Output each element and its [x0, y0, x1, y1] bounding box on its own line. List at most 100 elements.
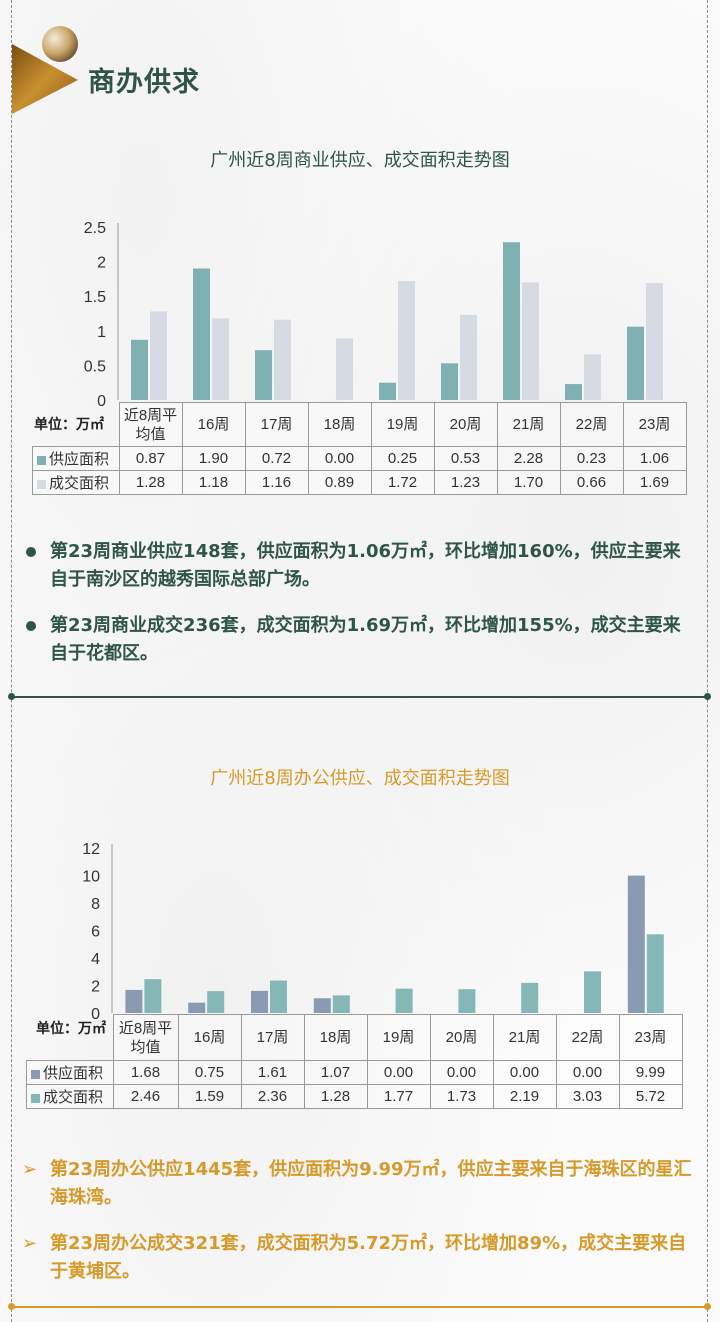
bar-deal — [398, 280, 415, 400]
bar-deal — [144, 979, 162, 1013]
value-cell: 2.28 — [496, 446, 561, 471]
bar-deal — [522, 282, 539, 400]
legend-label: 成交面积 — [43, 1089, 104, 1106]
category-header-cell: 19周 — [370, 402, 435, 447]
y-tick-label: 2 — [91, 979, 100, 996]
y-tick-label: 2 — [97, 255, 106, 272]
category-header-cell: 19周 — [366, 1014, 431, 1061]
y-tick-label: 2.5 — [84, 220, 106, 237]
bar-supply — [565, 384, 582, 400]
bar-supply — [379, 382, 396, 400]
bar-supply — [627, 326, 644, 400]
value-cell: 0.00 — [555, 1060, 620, 1085]
y-tick-label: 1.5 — [84, 289, 106, 306]
value-cell: 1.70 — [496, 470, 561, 495]
office-bullet-list: ➢ 第23周办公供应1445套，供应面积为9.99万㎡，供应主要来自于海珠区的星… — [22, 1156, 692, 1304]
legend-label: 供应面积 — [43, 1065, 104, 1082]
value-cell: 1.07 — [303, 1060, 368, 1085]
office-chart-title: 广州近8周办公供应、成交面积走势图 — [210, 768, 510, 789]
office-unit-label: 单位：万㎡ — [36, 1018, 106, 1038]
table-row: 供应面积 1.68 0.75 1.61 1.07 0.00 0.00 0.00 0.00 9.99 — [26, 1060, 683, 1085]
bar-deal — [458, 989, 476, 1013]
value-cell: 1.18 — [181, 470, 246, 495]
header-ornament — [12, 26, 78, 114]
bar-deal — [150, 311, 167, 400]
bullet-dot-icon — [26, 621, 36, 631]
category-header-cell: 23周 — [618, 1014, 683, 1061]
category-header-cell: 21周 — [496, 402, 561, 447]
arrow-right-icon: ➢ — [22, 1159, 38, 1180]
office-bullet-text: 第23周办公供应1445套，供应面积为9.99万㎡，供应主要来自于海珠区的星汇海… — [50, 1159, 692, 1208]
bar-deal — [274, 319, 291, 400]
bar-supply — [313, 998, 331, 1013]
y-tick-label: 10 — [82, 869, 100, 886]
category-header-cell: 20周 — [429, 1014, 494, 1061]
commercial-bullet-item: 第23周商业供应148套，供应面积为1.06万㎡，环比增加160%，供应主要来自… — [22, 538, 692, 594]
y-tick-label: 8 — [91, 896, 100, 913]
table-row: 成交面积 1.28 1.18 1.16 0.89 1.72 1.23 1.70 0.66 1.69 — [32, 470, 687, 495]
series-name-cell: 成交面积 — [32, 470, 120, 495]
value-cell: 1.06 — [622, 446, 687, 471]
commercial-bullet-text: 第23周商业供应148套，供应面积为1.06万㎡，环比增加160%，供应主要来自… — [50, 541, 681, 590]
right-dashed-border — [707, 0, 709, 1322]
value-cell: 1.16 — [244, 470, 309, 495]
value-cell: 2.19 — [492, 1084, 557, 1109]
bar-deal — [521, 982, 539, 1013]
value-cell: 1.28 — [118, 470, 183, 495]
office-bullet-text: 第23周办公成交321套，成交面积为5.72万㎡，环比增加89%，成交主要来自于… — [50, 1233, 687, 1282]
value-cell: 0.00 — [307, 446, 372, 471]
bar-supply — [627, 875, 645, 1013]
legend-label: 供应面积 — [49, 451, 110, 468]
section-divider-green — [8, 693, 711, 700]
bar-supply — [131, 339, 148, 400]
arrow-right-icon: ➢ — [22, 1233, 38, 1254]
divider-end-dot — [704, 1303, 711, 1310]
commercial-chart: 0 0.5 1 1.5 2 2.5 — [84, 220, 663, 410]
bar-supply — [125, 989, 143, 1013]
bar-deal — [336, 338, 353, 400]
legend-swatch — [37, 455, 46, 465]
office-chart: 0 2 4 6 8 10 12 — [82, 841, 664, 1023]
value-cell: 0.00 — [429, 1060, 494, 1085]
bar-deal — [212, 318, 229, 400]
bar-supply — [188, 1002, 206, 1013]
value-cell: 0.87 — [118, 446, 183, 471]
category-header-cell: 20周 — [433, 402, 498, 447]
category-header-cell: 16周 — [181, 402, 246, 447]
bar-deal — [584, 354, 601, 400]
value-cell: 9.99 — [618, 1060, 683, 1085]
legend-swatch — [31, 1069, 40, 1079]
commercial-bullet-list: 第23周商业供应148套，供应面积为1.06万㎡，环比增加160%，供应主要来自… — [22, 538, 692, 686]
bar-deal — [646, 283, 663, 400]
value-cell: 1.61 — [240, 1060, 305, 1085]
office-data-table: 近8周平 均值 16周 17周 18周 19周 20周 21周 22周 23周 供应面积 1.68 0.… — [26, 1014, 683, 1109]
category-header-cell: 21周 — [492, 1014, 557, 1061]
commercial-unit-text: 单位：万㎡ — [34, 417, 104, 433]
table-corner — [27, 1015, 114, 1061]
value-cell: 0.53 — [433, 446, 498, 471]
category-header-cell: 18周 — [303, 1014, 368, 1061]
table-row: 供应面积 0.87 1.90 0.72 0.00 0.25 0.53 2.28 0.23 1.06 — [32, 446, 687, 471]
category-header-cell: 17周 — [240, 1014, 305, 1061]
category-header-cell: 17周 — [244, 402, 309, 447]
category-header-cell: 18周 — [307, 402, 372, 447]
y-tick-label: 0 — [91, 1006, 100, 1023]
bar-supply — [503, 242, 520, 400]
value-cell: 1.90 — [181, 446, 246, 471]
category-header-cell: 22周 — [559, 402, 624, 447]
y-tick-label: 12 — [82, 841, 100, 858]
office-bullet-item: ➢ 第23周办公成交321套，成交面积为5.72万㎡，环比增加89%，成交主要来… — [22, 1230, 692, 1286]
commercial-bullet-item: 第23周商业成交236套，成交面积为1.69万㎡，环比增加155%，成交主要来自… — [22, 612, 692, 668]
bar-deal — [460, 314, 477, 400]
value-cell: 1.77 — [366, 1084, 431, 1109]
value-cell: 0.75 — [177, 1060, 242, 1085]
bar-supply — [251, 990, 268, 1013]
value-cell: 3.03 — [555, 1084, 620, 1109]
left-dashed-border — [11, 0, 13, 1322]
value-cell: 0.23 — [559, 446, 624, 471]
value-cell: 0.66 — [559, 470, 624, 495]
value-cell: 2.46 — [112, 1084, 179, 1109]
y-tick-label: 4 — [91, 951, 100, 968]
value-cell: 1.23 — [433, 470, 498, 495]
value-cell: 1.69 — [622, 470, 687, 495]
